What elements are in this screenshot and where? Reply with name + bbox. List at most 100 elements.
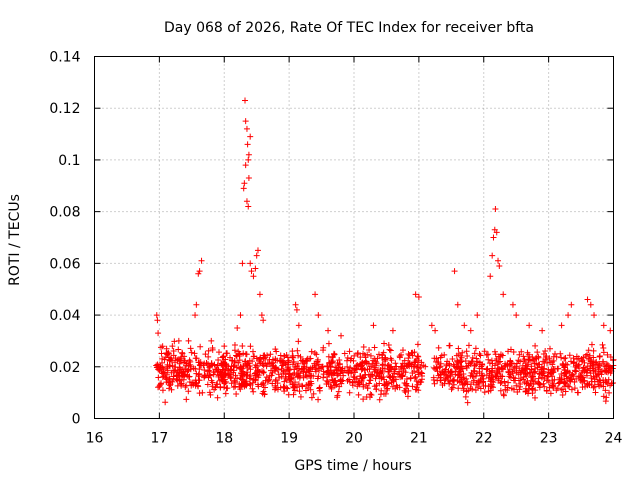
data-point (307, 365, 314, 372)
data-point (320, 374, 327, 381)
data-point (430, 377, 437, 384)
data-point (398, 351, 405, 358)
data-point (459, 349, 466, 356)
data-point (463, 348, 470, 355)
data-point (294, 347, 301, 354)
data-point (407, 375, 414, 382)
data-point (455, 350, 462, 357)
data-point (185, 367, 192, 374)
data-point (393, 363, 400, 370)
data-point (175, 346, 182, 353)
data-point (531, 365, 538, 372)
data-point (430, 364, 437, 371)
data-point (571, 367, 578, 374)
data-point (383, 387, 390, 394)
data-point (444, 374, 451, 381)
data-point (282, 359, 289, 366)
data-point (260, 380, 267, 387)
data-point (602, 366, 609, 373)
data-point (188, 349, 195, 356)
data-point (532, 387, 539, 394)
data-point (325, 340, 332, 347)
data-point (254, 362, 261, 369)
data-point (550, 357, 557, 364)
data-point (218, 372, 225, 379)
data-point (197, 343, 204, 350)
x-tick-label: 21 (410, 431, 428, 447)
data-point (528, 385, 535, 392)
data-point (166, 385, 173, 392)
data-point (237, 369, 244, 376)
data-point (558, 322, 565, 329)
chart-title: Day 068 of 2026, Rate Of TEC Index for r… (164, 20, 534, 36)
data-point (556, 376, 563, 383)
data-point (294, 384, 301, 391)
data-point (328, 370, 335, 377)
data-point (472, 362, 478, 369)
data-point (182, 384, 189, 391)
data-point (197, 362, 204, 369)
data-point (283, 352, 290, 359)
data-point (387, 355, 394, 362)
data-point (404, 382, 411, 389)
data-point (154, 317, 161, 324)
data-point (396, 353, 403, 360)
data-point (167, 381, 174, 388)
data-point (500, 391, 507, 398)
data-point (596, 360, 603, 367)
data-point (529, 373, 536, 380)
data-point (164, 363, 171, 370)
data-point (161, 356, 168, 363)
data-point (320, 344, 327, 351)
data-point (477, 385, 484, 392)
data-point (236, 351, 243, 358)
data-point (361, 371, 368, 378)
data-point (490, 234, 497, 241)
data-point (277, 358, 284, 365)
data-point (451, 363, 458, 370)
data-point (351, 352, 358, 359)
data-point (263, 363, 270, 370)
data-point (578, 369, 585, 376)
x-tick-labels: 16 17 18 19 20 21 22 23 24 (86, 431, 623, 447)
data-point (334, 367, 341, 374)
data-point (333, 364, 340, 371)
data-point (464, 399, 471, 406)
data-point (291, 387, 298, 394)
data-point (385, 341, 392, 348)
data-point (183, 396, 190, 403)
data-point (522, 369, 529, 376)
data-point (504, 387, 511, 394)
data-point (314, 358, 321, 365)
data-point (286, 366, 293, 373)
data-point (587, 301, 594, 308)
data-point (193, 301, 200, 308)
data-point (364, 385, 371, 392)
data-point (213, 381, 220, 388)
data-point (469, 373, 476, 380)
data-point (240, 363, 247, 370)
data-point (472, 387, 479, 394)
data-point (539, 327, 546, 334)
data-point (235, 359, 242, 366)
data-point (214, 362, 221, 369)
data-point (290, 358, 297, 365)
data-point (325, 353, 332, 360)
data-point (245, 360, 252, 367)
data-point (214, 394, 221, 401)
data-point (299, 382, 306, 389)
data-point (492, 351, 499, 358)
data-point (584, 296, 591, 303)
data-point (159, 387, 166, 394)
data-point (347, 364, 354, 371)
data-point (254, 381, 261, 388)
data-point (186, 373, 193, 380)
data-point (335, 388, 342, 395)
data-point (465, 342, 472, 349)
data-point (559, 386, 566, 393)
data-point (539, 370, 546, 377)
data-point (195, 371, 202, 378)
data-point (495, 359, 502, 366)
data-point (191, 350, 198, 357)
data-point (405, 362, 412, 369)
